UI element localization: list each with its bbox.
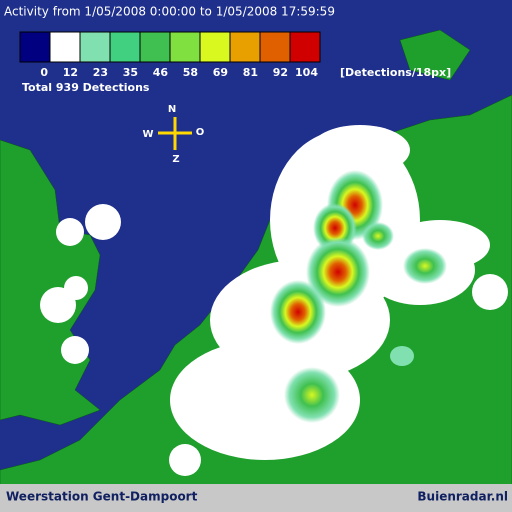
legend-swatch xyxy=(229,31,261,63)
footer-right: Buienradar.nl xyxy=(417,490,508,504)
legend-swatch xyxy=(109,31,141,63)
area xyxy=(61,336,89,364)
legend-swatch xyxy=(139,31,171,63)
legend-swatch xyxy=(289,31,321,63)
legend-tick-label: 46 xyxy=(153,66,169,79)
denmark xyxy=(399,29,471,81)
legend-swatch xyxy=(259,31,291,63)
area xyxy=(169,444,201,476)
hotspot xyxy=(284,367,340,423)
legend-swatch xyxy=(169,31,201,63)
compass-z: Z xyxy=(172,154,179,165)
hotspot xyxy=(362,222,394,250)
legend-tick-label: 35 xyxy=(123,66,138,79)
hotspot xyxy=(306,237,370,307)
legend-tick-label: 81 xyxy=(243,66,258,79)
legend: 0 12 23 35 46 58 69 81 92 104 xyxy=(19,31,321,79)
footer-left: Weerstation Gent-Dampoort xyxy=(6,490,198,504)
legend-swatch xyxy=(19,31,51,63)
hotspot xyxy=(390,346,414,366)
area xyxy=(40,287,76,323)
area xyxy=(56,218,84,246)
legend-tick-label: 0 xyxy=(40,66,48,79)
legend-unit: [Detections/18px] xyxy=(340,66,451,79)
legend-tick-label: 23 xyxy=(93,66,108,79)
total: Total 939 Detections xyxy=(22,81,150,94)
legend-tick-label: 12 xyxy=(63,66,78,79)
area xyxy=(64,276,88,300)
legend-tick-label: 58 xyxy=(183,66,198,79)
legend-swatch xyxy=(49,31,81,63)
compass-o: O xyxy=(196,127,205,138)
hotspot xyxy=(403,248,447,284)
compass-w: W xyxy=(142,129,153,140)
legend-swatch xyxy=(79,31,111,63)
legend-tick-label: 104 xyxy=(295,66,318,79)
title: Activity from 1/05/2008 0:00:00 to 1/05/… xyxy=(4,5,335,19)
legend-tick-label: 92 xyxy=(273,66,288,79)
legend-swatch xyxy=(199,31,231,63)
compass xyxy=(158,117,192,150)
area xyxy=(85,204,121,240)
footer xyxy=(0,484,512,512)
area xyxy=(472,274,508,310)
legend-tick-label: 69 xyxy=(213,66,228,79)
hotspot xyxy=(270,280,326,344)
area xyxy=(310,125,410,175)
compass-n: N xyxy=(168,104,176,115)
intensity xyxy=(270,170,447,423)
